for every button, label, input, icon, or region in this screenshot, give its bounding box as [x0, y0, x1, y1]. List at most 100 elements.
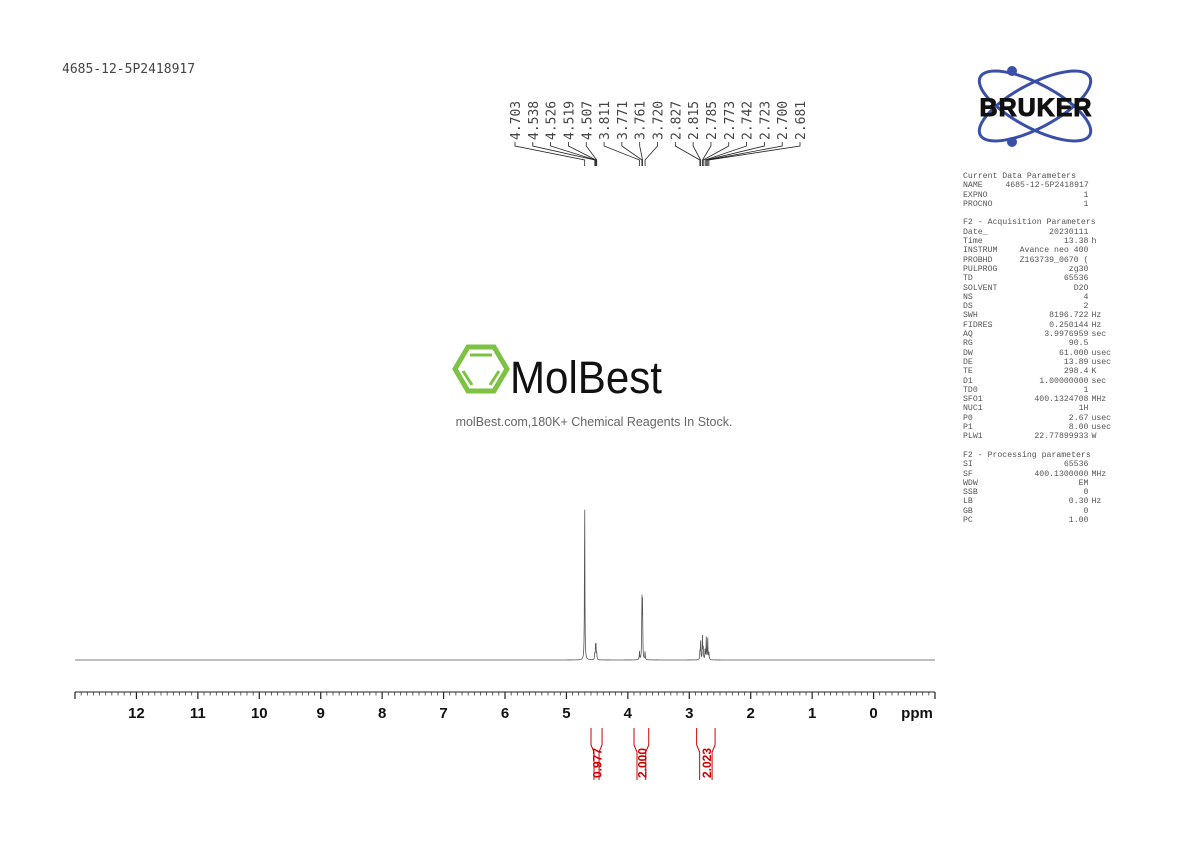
param-key: SOLVENT: [963, 283, 998, 293]
param-row: EXPNO 1: [963, 191, 1113, 200]
axis-unit: ppm: [901, 705, 933, 722]
integral-value: 2.000: [635, 748, 649, 778]
param-value: Avance neo 400: [1019, 246, 1089, 256]
integral-bracket: [633, 728, 650, 780]
param-key: PROCNO: [963, 199, 993, 209]
param-row: NS 4: [963, 293, 1113, 302]
param-unit: usec: [1091, 423, 1112, 433]
param-key: Time: [963, 237, 983, 247]
param-unit: [1088, 200, 1113, 209]
param-value: Z163739_0670 (: [1019, 255, 1089, 265]
param-value: 8.00: [1068, 423, 1089, 433]
param-key: SF: [963, 469, 973, 479]
param-unit: [1088, 265, 1113, 274]
peak-label: 4.538: [527, 101, 542, 140]
peak-label-leader: [639, 142, 643, 166]
tick-label: 4: [624, 705, 633, 722]
param-row: D1 1.00000000 sec: [963, 377, 1113, 386]
param-unit: MHz: [1091, 395, 1107, 405]
param-unit: h: [1091, 237, 1097, 247]
param-unit: Hz: [1091, 320, 1102, 330]
tick-label: 10: [251, 705, 268, 722]
param-unit: sec: [1091, 330, 1107, 340]
param-value: 0: [1083, 506, 1089, 516]
param-row: DE 13.89 usec: [963, 358, 1113, 367]
param-value: 90.5: [1068, 339, 1089, 349]
param-value: 1: [1083, 385, 1089, 395]
param-unit: MHz: [1091, 469, 1107, 479]
param-value: 1H: [1078, 404, 1089, 414]
param-value: 20230111: [1049, 227, 1089, 237]
peak-label: 2.827: [669, 101, 684, 140]
peak-label: 4.507: [580, 101, 595, 140]
param-row: Date_ 20230111: [963, 228, 1113, 237]
param-row: TE 298.4 K: [963, 367, 1113, 376]
param-value: zg30: [1068, 264, 1089, 274]
param-unit: Hz: [1091, 497, 1102, 507]
param-value: 4: [1083, 292, 1089, 302]
bruker-logo: BRUKER: [977, 66, 1093, 147]
param-key: DW: [963, 348, 973, 358]
peak-label-leader: [692, 142, 702, 166]
parameters-panel: Current Data Parameters NAME 4685-12-5P241…: [963, 172, 1113, 525]
param-value: 400.1324708: [1034, 395, 1089, 405]
param-unit: [1089, 181, 1113, 190]
peak-label-leader: [708, 142, 801, 166]
param-key: PULPROG: [963, 264, 998, 274]
param-key: DE: [963, 357, 973, 367]
param-row: PULPROG zg30: [963, 265, 1113, 274]
param-key: WDW: [963, 478, 978, 488]
electron-icon: [1007, 66, 1017, 76]
param-unit: [1088, 386, 1113, 395]
peak-label: 2.773: [723, 101, 738, 140]
param-unit: [1088, 339, 1113, 348]
param-row: PROCNO 1: [963, 200, 1113, 209]
param-unit: [1088, 274, 1113, 283]
peak-label: 2.785: [705, 101, 720, 140]
integral-bracket: [696, 728, 716, 780]
param-value: 0.30: [1068, 497, 1089, 507]
peak-label: 2.815: [687, 101, 702, 140]
param-value: 1: [1083, 190, 1089, 200]
tick-label: 6: [501, 705, 509, 722]
integral-value: 0.977: [591, 748, 605, 778]
param-unit: usec: [1091, 357, 1112, 367]
param-value: 1.00000000: [1039, 376, 1089, 386]
param-key: P0: [963, 413, 973, 423]
peak-label: 4.526: [545, 101, 560, 140]
param-row: SOLVENT D2O: [963, 284, 1113, 293]
param-value: 4685-12-5P2418917: [1005, 181, 1089, 191]
param-value: 1.00: [1068, 515, 1089, 525]
param-value: 22.77899933: [1034, 432, 1089, 442]
param-key: GB: [963, 506, 973, 516]
param-key: FIDRES: [963, 320, 993, 330]
param-row: FIDRES 0.250144 Hz: [963, 321, 1113, 330]
bruker-logo-text: BRUKER: [980, 94, 1093, 122]
param-row: WDW EM: [963, 479, 1113, 488]
peak-label-leader: [644, 142, 658, 166]
param-unit: W: [1091, 432, 1097, 442]
peak-label-leader: [674, 142, 701, 166]
param-key: TD: [963, 274, 973, 284]
param-row: AQ 3.9976959 sec: [963, 330, 1113, 339]
peak-label: 2.723: [758, 101, 773, 140]
param-value: 61.000: [1058, 348, 1089, 358]
param-unit: [1088, 460, 1113, 469]
param-key: LB: [963, 497, 973, 507]
orbit-icon: [977, 69, 1093, 143]
param-value: 3.9976959: [1044, 330, 1089, 340]
param-value: 2.67: [1068, 413, 1089, 423]
param-unit: usec: [1091, 413, 1112, 423]
param-unit: K: [1091, 367, 1097, 377]
param-key: SSB: [963, 488, 978, 498]
peak-label-leader: [702, 142, 712, 166]
tick-label: 5: [562, 705, 570, 722]
peak-label: 4.703: [509, 101, 524, 140]
param-unit: [1088, 479, 1113, 488]
param-unit: [1088, 284, 1113, 293]
param-row: PLW1 22.77899933 W: [963, 432, 1113, 441]
param-row: TD 65536: [963, 274, 1113, 283]
tick-label: 9: [317, 705, 325, 722]
peak-label-leader: [585, 142, 598, 166]
